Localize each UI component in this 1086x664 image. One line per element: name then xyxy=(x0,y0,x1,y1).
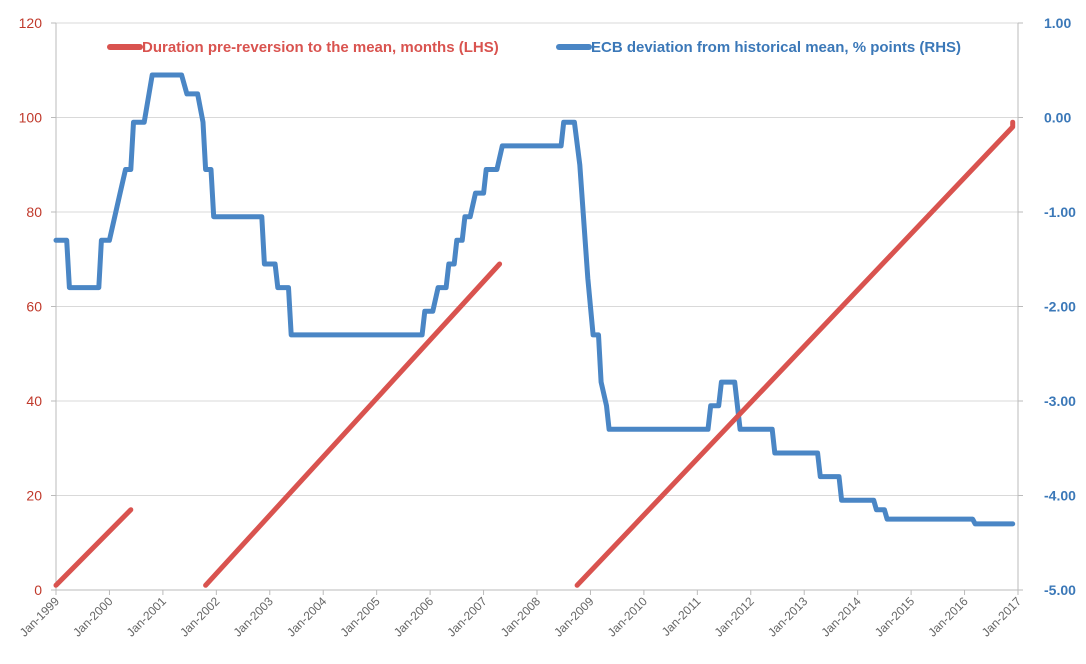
legend-label-duration: Duration pre-reversion to the mean, mont… xyxy=(142,39,499,56)
x-tick-label: Jan-2014 xyxy=(819,594,865,640)
left-tick-label: 0 xyxy=(34,582,42,598)
legend-item-duration: Duration pre-reversion to the mean, mont… xyxy=(107,39,499,56)
right-tick-label: -3.00 xyxy=(1044,393,1076,409)
left-ticks: 0 20 40 60 80 100 120 xyxy=(19,15,56,598)
left-tick-label: 20 xyxy=(26,488,42,504)
x-tick-label: Jan-2004 xyxy=(284,594,330,640)
series-group xyxy=(53,72,1016,588)
x-tick-label: Jan-2011 xyxy=(659,594,704,639)
right-tick-label: -4.00 xyxy=(1044,488,1076,504)
x-tick-label: Jan-2012 xyxy=(712,594,758,640)
right-tick-label: -5.00 xyxy=(1044,582,1076,598)
x-tick-label: Jan-2013 xyxy=(765,594,811,640)
left-tick-label: 60 xyxy=(26,299,42,315)
left-tick-label: 120 xyxy=(19,15,43,31)
x-tick-label: Jan-2016 xyxy=(925,594,971,640)
x-tick-label: Jan-2007 xyxy=(444,594,490,640)
x-tick-label: Jan-2006 xyxy=(391,594,437,640)
x-ticks: Jan-1999 Jan-2000 Jan-2001 Jan-2002 Jan-2003… xyxy=(17,590,1025,640)
legend-item-ecb: ECB deviation from historical mean, % po… xyxy=(556,39,961,56)
x-tick-label: Jan-2005 xyxy=(338,594,384,640)
series-line-ecb xyxy=(53,72,1016,527)
right-tick-label: 1.00 xyxy=(1044,15,1071,31)
right-tick-label: -2.00 xyxy=(1044,299,1076,315)
left-tick-label: 80 xyxy=(26,204,42,220)
x-tick-label: Jan-2002 xyxy=(177,594,223,640)
legend-label-ecb: ECB deviation from historical mean, % po… xyxy=(591,39,961,56)
right-tick-label: 0.00 xyxy=(1044,110,1071,126)
x-tick-label: Jan-2000 xyxy=(70,594,116,640)
series-line-duration-segment-2 xyxy=(203,261,503,588)
x-tick-label: Jan-2003 xyxy=(231,594,277,640)
x-tick-label: Jan-2015 xyxy=(872,594,918,640)
x-tick-label: Jan-2010 xyxy=(605,594,651,640)
left-tick-label: 40 xyxy=(26,393,42,409)
x-tick-label: Jan-2001 xyxy=(124,594,170,640)
x-tick-label: Jan-2008 xyxy=(498,594,544,640)
grid xyxy=(56,22,1018,496)
x-tick-label: Jan-2009 xyxy=(551,594,597,640)
left-tick-label: 100 xyxy=(19,110,43,126)
right-tick-label: -1.00 xyxy=(1044,204,1076,220)
series-line-duration-segment-3 xyxy=(574,119,1016,588)
right-ticks: -5.00 -4.00 -3.00 -2.00 -1.00 0.00 1.00 xyxy=(1018,15,1076,598)
series-line-duration-segment-1 xyxy=(53,507,134,588)
x-tick-label: Jan-2017 xyxy=(979,594,1025,640)
x-tick-label: Jan-1999 xyxy=(17,594,63,640)
legend: Duration pre-reversion to the mean, mont… xyxy=(107,39,961,56)
